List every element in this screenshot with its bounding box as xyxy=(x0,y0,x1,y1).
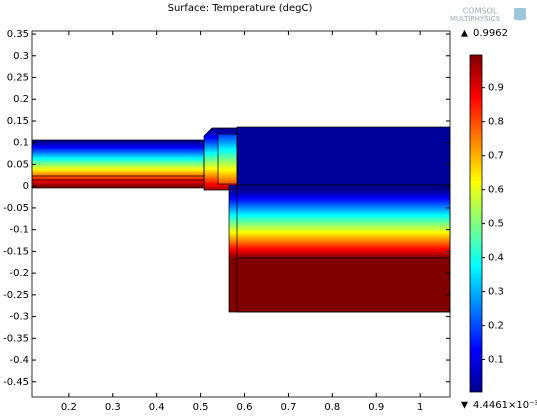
x-tick-label: 0.4 xyxy=(149,402,165,413)
edge xyxy=(203,127,237,191)
x-tick-label: 1 xyxy=(417,402,423,413)
x-tick-label: 0.7 xyxy=(280,402,296,413)
x-tick-label: 0.8 xyxy=(324,402,340,413)
colorbar-tick-label: 0.1 xyxy=(488,355,504,366)
max-marker: ▲ xyxy=(461,29,468,39)
colorbar-tick-label: 0.6 xyxy=(488,185,504,196)
colorbar-tick-label: 0.8 xyxy=(488,117,504,128)
x-tick-label: 0.3 xyxy=(105,402,121,413)
plot-frame xyxy=(31,30,451,398)
y-tick-label: -0.1 xyxy=(9,225,29,236)
x-tick-label: 0.5 xyxy=(193,402,209,413)
colorbar-tick-label: 0.2 xyxy=(488,321,504,332)
logo: MULTIPHYSICS xyxy=(450,15,501,23)
y-tick-label: 0 xyxy=(23,181,29,192)
colorbar-tick-label: 0.7 xyxy=(488,151,504,162)
x-tick-label: 0.2 xyxy=(61,402,77,413)
y-tick-label: 0.15 xyxy=(7,116,29,127)
min-label: 4.4461×10⁻³ xyxy=(473,400,537,411)
colorbar-tick-label: 0.5 xyxy=(488,219,504,230)
y-tick-label: 0.3 xyxy=(13,51,29,62)
geometry xyxy=(31,126,451,313)
y-tick-label: -0.3 xyxy=(9,312,29,323)
y-tick-label: 0.05 xyxy=(7,159,29,170)
connector-core xyxy=(218,134,237,184)
y-tick-label: 0.25 xyxy=(7,73,29,84)
x-tick-label: 0.9 xyxy=(368,402,384,413)
colorbar xyxy=(469,54,483,393)
colorbar-tick-label: 0.3 xyxy=(488,287,504,298)
y-tick-label: -0.35 xyxy=(3,333,29,344)
left-slab xyxy=(32,140,204,188)
y-tick-label: -0.4 xyxy=(9,355,29,366)
logo-icon xyxy=(514,8,526,20)
y-tick-label: -0.15 xyxy=(3,246,29,257)
min-marker: ▼ xyxy=(461,401,468,411)
edge xyxy=(217,133,238,185)
colorbar-tick-label: 0.4 xyxy=(488,253,504,264)
y-tick-label: 0.35 xyxy=(7,29,29,40)
edge xyxy=(228,185,450,313)
y-tick-label: -0.45 xyxy=(3,377,29,388)
colorbar-tick-label: 0.9 xyxy=(488,83,504,94)
y-tick-label: 0.2 xyxy=(13,94,29,105)
y-tick-label: -0.25 xyxy=(3,290,29,301)
y-tick-label: -0.05 xyxy=(3,203,29,214)
x-tick-label: 0.6 xyxy=(237,402,253,413)
y-tick-label: 0.1 xyxy=(13,138,29,149)
lower-region xyxy=(229,185,450,312)
max-label: 0.9962 xyxy=(473,28,508,39)
logo: COMSOL xyxy=(463,7,498,16)
y-tick-label: -0.2 xyxy=(9,268,29,279)
chart-title: Surface: Temperature (degC) xyxy=(168,3,313,14)
upper-block xyxy=(237,127,450,185)
